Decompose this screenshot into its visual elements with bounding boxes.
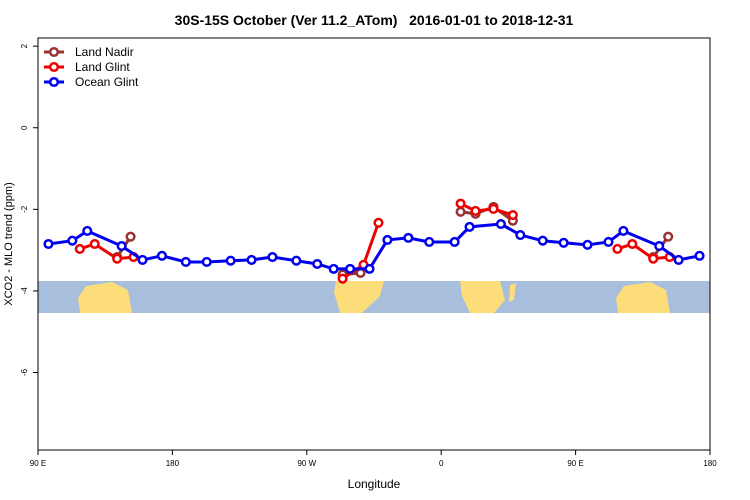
legend-label: Land Glint xyxy=(75,60,130,74)
data-point xyxy=(267,252,278,263)
y-tick-label: -6 xyxy=(20,368,29,376)
chart-title: 30S-15S October (Ver 11.2_ATom) 2016-01-… xyxy=(175,12,574,28)
data-point xyxy=(603,236,614,248)
data-point xyxy=(449,236,460,248)
data-point xyxy=(424,236,435,248)
data-point xyxy=(654,240,665,252)
legend-entry: Land Glint xyxy=(44,60,130,74)
data-point xyxy=(291,255,302,266)
legend-marker xyxy=(48,76,60,88)
data-point xyxy=(455,206,466,217)
data-point xyxy=(246,254,257,265)
y-axis-label: XCO2 - MLO trend (ppm) xyxy=(3,182,15,305)
data-point xyxy=(125,231,136,242)
data-point xyxy=(89,238,100,250)
x-tick-label: 90 W xyxy=(297,459,316,468)
data-point xyxy=(382,234,393,245)
legend-marker xyxy=(48,61,60,73)
data-point xyxy=(464,221,475,232)
data-point xyxy=(648,253,659,264)
data-point xyxy=(470,205,481,217)
data-point xyxy=(137,254,148,265)
data-point xyxy=(488,203,499,214)
legend-label: Land Nadir xyxy=(75,45,134,59)
data-point xyxy=(43,238,54,250)
y-tick-label: 2 xyxy=(20,43,29,48)
legend-entry: Land Nadir xyxy=(44,45,134,59)
data-point xyxy=(627,238,638,250)
data-point xyxy=(582,239,593,250)
y-tick-label: -2 xyxy=(20,205,29,213)
x-tick-label: 180 xyxy=(166,459,180,468)
legend-marker xyxy=(48,46,60,58)
data-point xyxy=(537,235,548,246)
data-point xyxy=(694,250,705,261)
data-point xyxy=(67,235,78,246)
data-point xyxy=(673,254,684,265)
data-point xyxy=(112,253,123,264)
data-point xyxy=(74,243,85,254)
data-point xyxy=(82,225,93,236)
y-tick-label: 0 xyxy=(20,125,29,130)
x-tick-label: 0 xyxy=(439,459,444,468)
data-point xyxy=(515,229,526,241)
data-point xyxy=(328,263,339,274)
data-point xyxy=(225,255,236,266)
data-point xyxy=(364,263,375,274)
data-point xyxy=(337,273,348,284)
data-point xyxy=(455,198,466,209)
data-point xyxy=(373,217,384,228)
data-point xyxy=(618,225,629,236)
data-point xyxy=(156,250,167,261)
data-point xyxy=(312,258,323,270)
data-point xyxy=(663,231,674,242)
x-tick-label: 90 E xyxy=(567,459,583,468)
data-point xyxy=(612,243,623,254)
map-strip xyxy=(38,281,710,313)
x-tick-label: 90 E xyxy=(30,459,46,468)
legend-entry: Ocean Glint xyxy=(44,75,139,89)
series-line xyxy=(79,202,670,280)
data-point xyxy=(201,256,212,267)
data-point xyxy=(116,240,127,252)
data-point xyxy=(495,218,506,230)
legend-label: Ocean Glint xyxy=(75,75,139,89)
y-tick-label: -4 xyxy=(20,287,29,295)
plot-frame xyxy=(37,37,711,451)
data-point xyxy=(180,256,191,267)
x-axis-label: Longitude xyxy=(348,477,401,491)
data-point xyxy=(403,232,414,243)
data-point xyxy=(345,263,356,274)
data-point xyxy=(507,209,518,221)
x-tick-label: 180 xyxy=(703,459,717,468)
data-point xyxy=(558,237,569,248)
